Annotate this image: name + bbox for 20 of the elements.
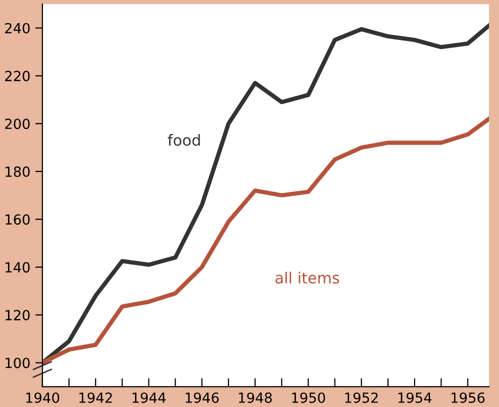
x-tick-label: 1954 [398, 392, 432, 403]
y-tick-label: 140 [6, 262, 30, 273]
y-tick-label: 100 [6, 358, 30, 368]
y-tick-label: 220 [5, 70, 30, 82]
x-tick-label: 1952 [345, 392, 378, 403]
x-tick-label: 1956 [452, 392, 485, 403]
y-tick-label: 180 [6, 166, 30, 177]
y-tick-label: 240 [5, 22, 30, 34]
x-tick-label: 1946 [186, 392, 219, 403]
series-label: food [168, 134, 200, 146]
y-tick-label: 120 [6, 310, 30, 320]
x-tick-label: 1940 [26, 392, 60, 403]
text: all items [276, 272, 340, 284]
x-tick-label: 1944 [132, 392, 166, 403]
x-tick-label: 1942 [79, 392, 112, 403]
x-tick-label: 1950 [292, 392, 325, 403]
x-tick-label: 1948 [238, 392, 272, 403]
y-tick-label: 200 [5, 118, 30, 130]
line-series [42, 116, 490, 365]
y-tick-label: 160 [6, 214, 30, 225]
